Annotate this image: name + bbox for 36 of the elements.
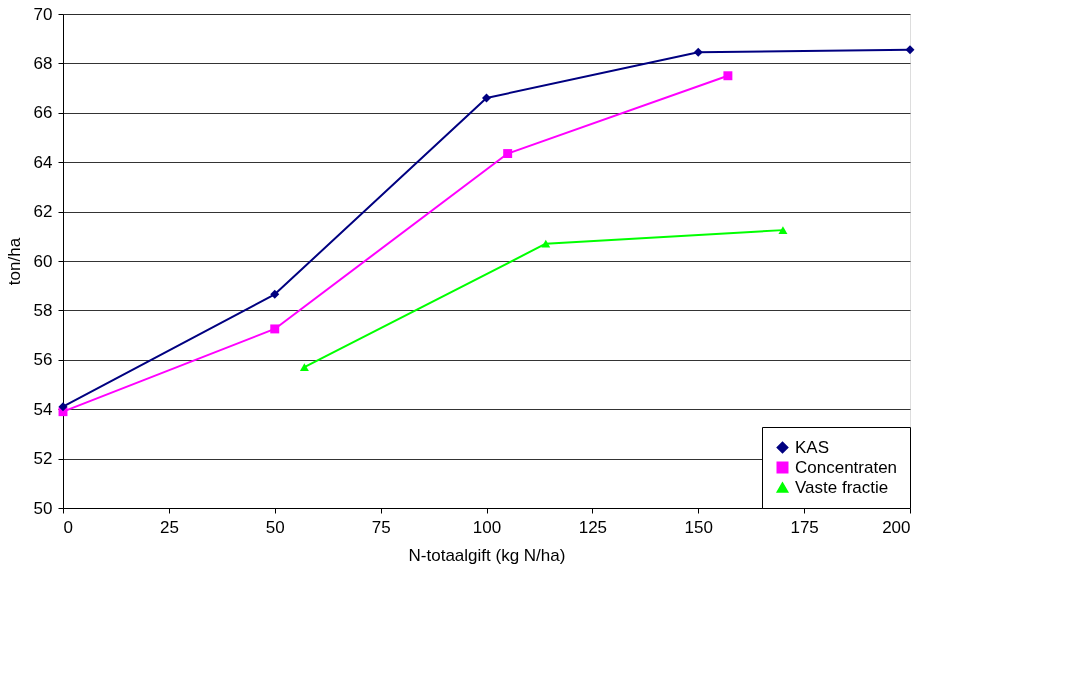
y-tick-label: 50 <box>33 498 53 518</box>
y-tick-label: 66 <box>33 103 53 123</box>
point <box>723 71 733 81</box>
x-tick-label: 25 <box>159 517 179 537</box>
point <box>693 47 703 57</box>
x-tick-label: 125 <box>578 517 608 537</box>
y-axis-title: ton/ha <box>4 237 24 286</box>
x-tick-label: 200 <box>882 517 911 537</box>
point <box>299 363 309 372</box>
x-tick-label: 75 <box>371 517 391 537</box>
x-axis-title: N-totaalgift (kg N/ha) <box>408 545 566 565</box>
y-tick-label: 58 <box>33 300 53 320</box>
x-tick-label: 0 <box>63 517 73 537</box>
point <box>270 289 280 299</box>
point <box>541 239 551 248</box>
point <box>482 93 491 103</box>
y-tick-label: 56 <box>33 350 53 370</box>
x-tick-label: 150 <box>684 517 713 537</box>
y-tick-label: 70 <box>33 4 53 24</box>
x-tick-label: 50 <box>265 517 285 537</box>
y-tick-label: 64 <box>33 152 53 172</box>
point <box>503 149 513 159</box>
y-tick-label: 68 <box>33 53 53 73</box>
y-tick-label: 60 <box>33 251 53 271</box>
x-tick-label: 100 <box>472 517 502 537</box>
point <box>58 402 68 412</box>
point <box>778 226 788 234</box>
y-tick-label: 54 <box>33 399 53 419</box>
point <box>270 324 280 334</box>
y-tick-label: 52 <box>33 449 53 469</box>
legend-label: Concentraten <box>795 457 898 477</box>
x-tick-label: 175 <box>790 517 819 537</box>
legend-label: KAS <box>795 437 830 457</box>
y-tick-label: 62 <box>33 202 53 222</box>
point <box>905 45 915 55</box>
legend-label: Vaste fractie <box>795 477 889 497</box>
